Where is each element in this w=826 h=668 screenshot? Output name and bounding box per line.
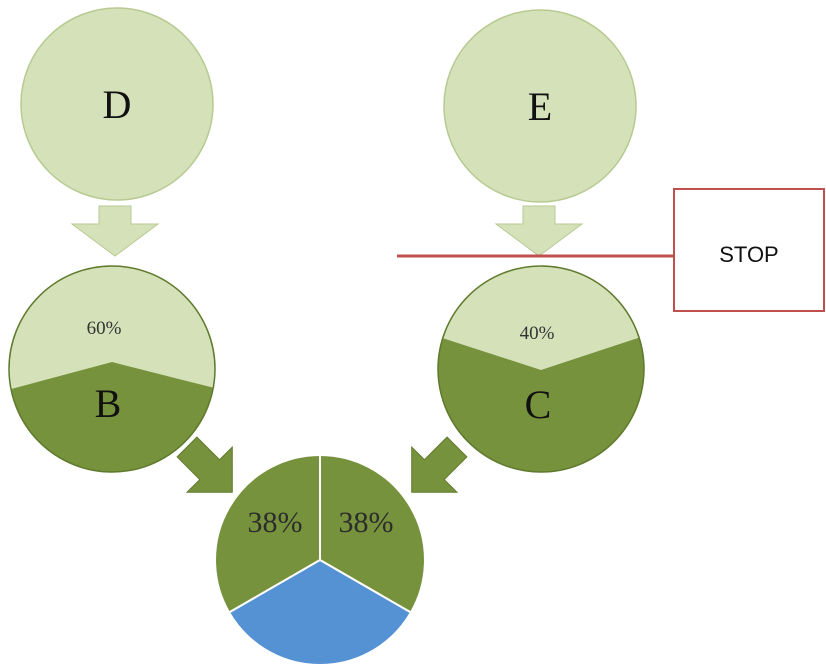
node-e-circle (443, 9, 637, 203)
stop-box (673, 188, 825, 312)
node-e-label: E (528, 84, 552, 129)
node-d-circle (20, 7, 214, 201)
arrow-c-to-result (411, 436, 468, 493)
result-pie-left-slice (214, 453, 321, 614)
node-c-percent: 40% (520, 323, 555, 344)
arrow-e-to-c (494, 205, 584, 257)
result-pie-right-slice (319, 453, 426, 614)
node-c-label: C (525, 382, 552, 427)
node-c: 40% C (437, 265, 645, 473)
stop-label: STOP (719, 242, 779, 267)
result-left-percent: 38% (248, 506, 303, 539)
node-b-dark-segment (9, 362, 215, 472)
node-b-circle (8, 265, 216, 473)
node-b-percent: 60% (87, 318, 122, 339)
result-pie: 38% 38% (214, 453, 426, 666)
result-pie-bottom-slice (227, 558, 413, 666)
arrow-d-to-b (70, 205, 160, 257)
node-c-dark-segment (438, 334, 644, 472)
result-right-percent: 38% (339, 506, 394, 539)
node-b: 60% B (8, 265, 216, 473)
node-d-label: D (103, 82, 132, 127)
arrow-b-to-result (176, 436, 233, 493)
node-c-circle (437, 265, 645, 473)
node-d: D (20, 7, 214, 201)
node-b-label: B (95, 381, 122, 426)
node-e: E (443, 9, 637, 203)
